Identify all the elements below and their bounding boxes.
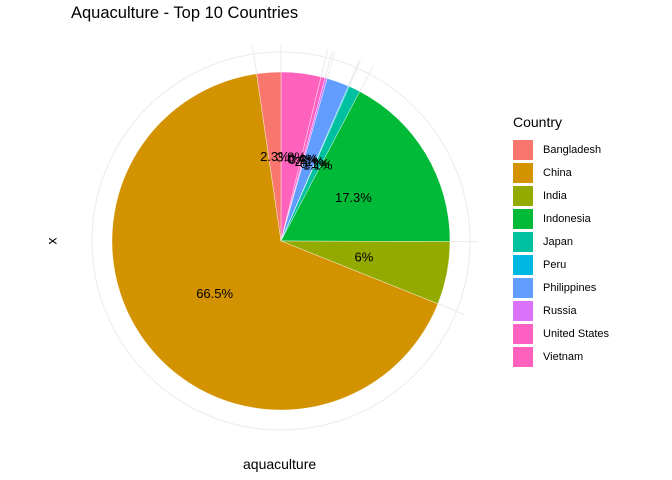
pie-slice-indonesia [280,91,451,242]
legend-item: Bangladesh [513,138,609,161]
slice-labels: 3.8%0.4%0.2%2.1%0.1%1.1% 17.3% 6% 66.5% 2.3% [196,149,374,301]
grid-spoke [359,66,374,92]
pie-slices [111,71,451,411]
grid-spoke [252,45,258,74]
legend-item: Russia [513,299,609,322]
legend-swatch [513,346,533,367]
legend-item: China [513,161,609,184]
legend-label: India [543,189,567,202]
legend-item: India [513,184,609,207]
grid-spoke [437,303,465,315]
slice-label-philippines: 2.1% [295,154,325,169]
slice-label-united-states: 0.4% [287,152,317,167]
legend-swatch [513,162,533,183]
legend-swatch [513,185,533,206]
grid-spoke [324,50,333,79]
legend: Country Bangladesh China India Indonesia Jap… [513,114,609,368]
grid-spoke [348,60,361,87]
legend-item: Peru [513,253,609,276]
legend-swatch [513,139,533,160]
pie-slice-bangladesh [256,71,282,242]
slice-label-russia: 0.2% [289,152,319,167]
legend-label: Peru [543,258,567,271]
slice-label-bangladesh: 2.3% [260,149,290,164]
legend-swatch [513,208,533,229]
legend-item: Vietnam [513,345,609,368]
y-axis-label: x [43,237,60,245]
legend-label: Russia [543,304,577,317]
legend-label: China [543,166,572,179]
grid-spoke [347,60,360,87]
legend-swatch [513,323,533,344]
legend-swatch [513,231,533,252]
pie-slice-china [111,73,439,411]
legend-swatch [513,300,533,321]
legend-items: Bangladesh China India Indonesia Japan Peru Ph… [513,138,609,368]
chart-title: Aquaculture - Top 10 Countries [71,4,299,22]
legend-item: Indonesia [513,207,609,230]
slice-label-india: 6% [355,250,374,265]
grid-spoke [326,51,336,79]
legend-label: Japan [543,235,573,248]
legend-swatch [513,254,533,275]
slice-label-vietnam: 3.8% [276,150,306,165]
legend-item: Japan [513,230,609,253]
polar-grid [91,44,479,431]
slice-label-japan: 1.1% [303,157,333,172]
legend-label: Bangladesh [543,143,602,156]
legend-swatch [513,277,533,298]
legend-label: Philippines [543,281,597,294]
x-axis-label: aquaculture [243,456,317,472]
slice-label-china: 66.5% [196,286,233,301]
legend-label: Indonesia [543,212,591,225]
legend-label: United States [543,327,610,340]
slice-label-indonesia: 17.3% [335,190,372,205]
legend-item: Philippines [513,276,609,299]
legend-title: Country [513,114,563,130]
legend-label: Vietnam [543,350,584,363]
grid-spoke [320,49,329,77]
legend-item: United States [513,322,609,345]
slice-label-peru: 0.1% [300,156,330,171]
